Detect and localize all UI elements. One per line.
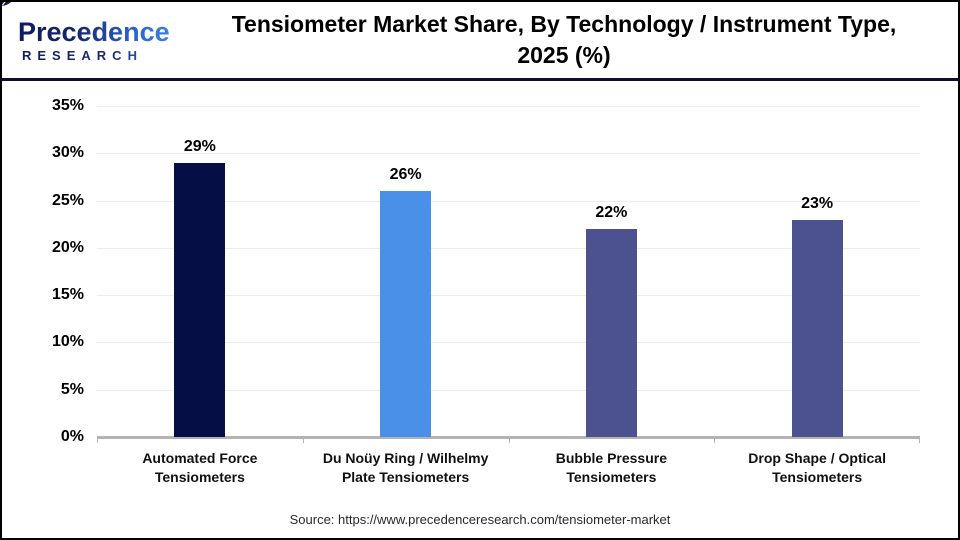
plot-area: 0% 5% 10% 15% 20% 25% 30% 35% 29% 26% 22% 23%	[52, 97, 920, 445]
x-axis-labels: Automated Force Tensiometers Du Noüy Ring…	[97, 449, 920, 487]
bar-3	[585, 228, 637, 437]
precedence-logo: Precedence RESEARCH	[2, 2, 184, 62]
x-axis-tick	[302, 438, 304, 443]
y-axis-tick-label: 20%	[51, 238, 84, 256]
y-axis-tick-label: 10%	[51, 333, 84, 351]
gridline	[97, 295, 920, 297]
x-axis-line	[97, 436, 920, 439]
y-axis-tick-label: 30%	[51, 144, 84, 162]
logo-brand-text: Precedence	[18, 16, 170, 47]
gridline	[97, 389, 920, 391]
chart-title: Tensiometer Market Share, By Technology …	[184, 9, 958, 71]
y-axis-tick-label: 15%	[51, 286, 84, 304]
bar-value-label: 29%	[183, 137, 216, 155]
y-axis-tick-label: 35%	[51, 97, 84, 114]
x-axis-category-label: Bubble Pressure Tensiometers	[555, 450, 667, 485]
gridline	[97, 106, 920, 107]
x-axis-category-label: Automated Force Tensiometers	[142, 450, 258, 485]
bar-value-label: 22%	[595, 203, 628, 221]
gridline	[97, 247, 920, 249]
source-text: Source: https://www.precedenceresearch.c…	[289, 512, 671, 527]
x-axis-tick	[714, 438, 716, 443]
x-axis-category-label: Drop Shape / Optical Tensiometers	[748, 450, 886, 485]
x-axis-tick	[97, 438, 98, 443]
chart-title-line2: 2025 (%)	[517, 42, 611, 68]
x-axis-tick	[508, 438, 510, 443]
gridline	[97, 153, 920, 155]
y-axis-tick-label: 0%	[60, 428, 84, 445]
leaf-icon	[2, 2, 11, 7]
gridline	[97, 342, 920, 344]
gridline	[97, 200, 920, 202]
chart-title-line1: Tensiometer Market Share, By Technology …	[231, 11, 897, 37]
header: Precedence RESEARCH Tensiometer Market S…	[2, 2, 958, 81]
bar-2	[380, 191, 432, 437]
x-axis-tick	[919, 438, 920, 443]
y-axis-tick-label: 25%	[51, 191, 84, 209]
y-axis-tick-label: 5%	[60, 380, 84, 398]
bar-value-label: 23%	[801, 194, 834, 212]
x-axis-category-label: Du Noüy Ring / Wilhelmy Plate Tensiomete…	[322, 450, 489, 485]
bar-1	[174, 162, 226, 437]
logo-research-text: RESEARCH	[18, 49, 184, 62]
bar-4	[791, 219, 843, 437]
bar-value-label: 26%	[389, 166, 422, 184]
